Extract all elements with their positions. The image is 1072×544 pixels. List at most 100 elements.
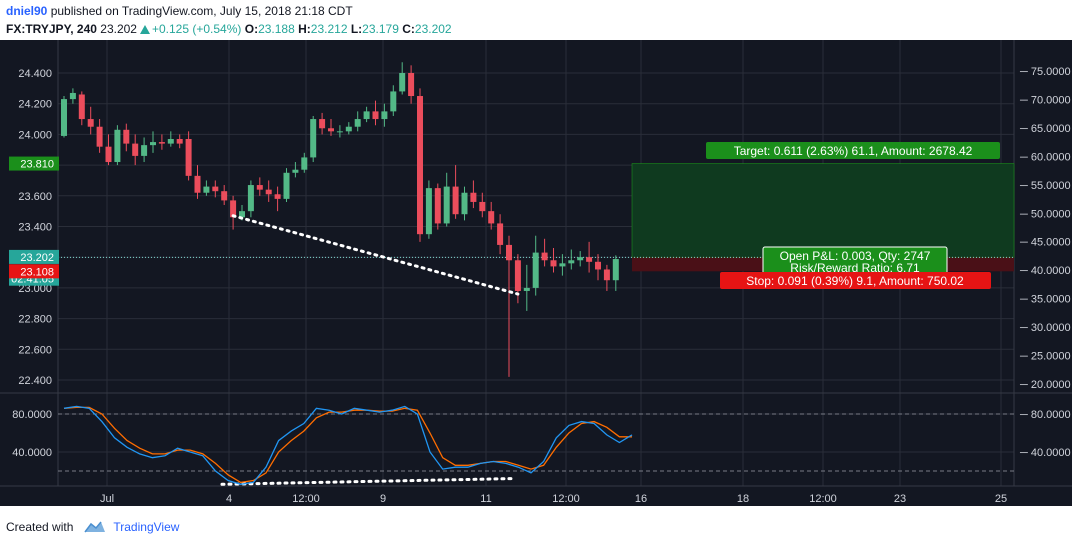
low-value: 23.179 <box>362 22 399 36</box>
candle <box>158 142 165 144</box>
candle <box>283 172 290 199</box>
candle <box>497 223 504 245</box>
right-tick-label: ─ 60.0000 <box>1019 151 1071 163</box>
candle <box>595 261 601 270</box>
high-value: 23.212 <box>310 22 348 36</box>
open-label: O: <box>244 22 259 36</box>
candle <box>399 73 406 92</box>
pnl-label[interactable]: Open P&L: 0.003, Qty: 2747 <box>780 249 931 263</box>
candle <box>87 119 94 127</box>
time-tick-label: 11 <box>480 493 491 505</box>
price-badge-label: 23.108 <box>20 266 54 278</box>
candle <box>265 189 272 195</box>
right-tick-label: ─ 40.0000 <box>1019 265 1071 277</box>
up-arrow-icon <box>139 25 150 34</box>
candle <box>150 142 156 146</box>
candle <box>203 186 210 193</box>
close-label: C: <box>402 22 415 36</box>
candle <box>541 252 548 261</box>
right-tick-label: ─ 55.0000 <box>1019 180 1071 192</box>
stochastic-oscillator <box>58 405 1014 485</box>
candle <box>523 287 530 291</box>
candle <box>408 73 415 97</box>
candle <box>345 126 352 132</box>
right-tick-label: ─ 20.0000 <box>1019 379 1071 391</box>
candle <box>292 169 299 173</box>
osc-divergence-line[interactable] <box>220 477 514 486</box>
candle <box>479 201 486 212</box>
candle <box>185 139 192 176</box>
osc-tick-label-right: ─ 40.0000 <box>1019 447 1071 459</box>
candle <box>506 244 512 261</box>
publish-info: dniel90 published on TradingView.com, Ju… <box>6 4 353 20</box>
time-tick-label: 23 <box>894 493 906 505</box>
candle <box>568 260 575 264</box>
stop-label-bg[interactable] <box>720 272 991 289</box>
candle <box>363 111 370 120</box>
candle <box>452 186 459 215</box>
publish-text: published on TradingView.com, July 15, 2… <box>50 4 353 18</box>
target-label[interactable]: Target: 0.611 (2.63%) 61.1, Amount: 2678… <box>734 144 973 158</box>
price-tick-label: 22.800 <box>18 314 52 326</box>
candle <box>443 186 450 224</box>
price-divergence-line[interactable] <box>231 214 520 296</box>
right-tick-label: ─ 25.0000 <box>1019 351 1071 363</box>
price-badge <box>9 249 59 264</box>
candle <box>603 269 610 281</box>
candle <box>532 252 539 288</box>
osc-tick-label: 40.0000 <box>12 447 52 459</box>
tradingview-logo-icon[interactable] <box>83 520 107 534</box>
high-label: H: <box>298 22 311 36</box>
symbol-name[interactable]: FX:TRYJPY, 240 <box>6 22 97 36</box>
candle <box>114 129 121 163</box>
candle <box>550 260 557 267</box>
time-tick-label: 12:00 <box>292 493 320 505</box>
osc-tick-label: 80.0000 <box>12 409 52 421</box>
candle <box>612 259 619 281</box>
position-zones[interactable] <box>58 163 1015 272</box>
risk-reward-label[interactable]: Risk/Reward Ratio: 6.71 <box>790 261 920 275</box>
candle <box>425 188 432 235</box>
time-tick-label: 12:00 <box>552 493 580 505</box>
price-tick-label: 24.400 <box>18 68 52 80</box>
candle <box>417 96 423 235</box>
stop-label[interactable]: Stop: 0.091 (0.39%) 9.1, Amount: 750.02 <box>746 274 964 288</box>
close-value: 23.202 <box>414 22 452 36</box>
candle <box>176 139 183 144</box>
candle <box>586 257 593 262</box>
author-link[interactable]: dniel90 <box>6 4 48 18</box>
open-value: 23.188 <box>258 22 295 36</box>
stoch-k-line <box>63 405 633 485</box>
chart-canvas[interactable]: 24.40024.20024.00023.80023.60023.40023.2… <box>0 40 1072 506</box>
candle <box>105 146 112 163</box>
candle <box>310 119 317 158</box>
candle <box>96 126 103 147</box>
right-tick-label: ─ 30.0000 <box>1019 322 1071 334</box>
target-zone[interactable] <box>631 163 1015 258</box>
price-tick-label: 23.000 <box>18 283 52 295</box>
created-with-text: Created with <box>6 520 74 534</box>
candle <box>239 211 245 218</box>
candle <box>194 175 201 193</box>
price-badge-label: 23.202 <box>20 252 54 264</box>
trend-lines[interactable] <box>220 214 520 486</box>
candle <box>167 139 174 144</box>
candle <box>559 263 566 267</box>
candle <box>69 92 76 100</box>
target-label-bg[interactable] <box>706 142 1000 159</box>
candle <box>470 192 477 202</box>
right-tick-label: ─ 70.0000 <box>1019 94 1071 106</box>
candle <box>372 111 379 120</box>
low-label: L: <box>350 22 363 36</box>
time-tick-label: 9 <box>380 493 386 505</box>
right-tick-label: ─ 35.0000 <box>1019 294 1071 306</box>
footer: Created with TradingView <box>6 518 179 536</box>
price-tick-label: 22.400 <box>18 375 52 387</box>
chart-area[interactable]: 24.40024.20024.00023.80023.60023.40023.2… <box>0 40 1072 506</box>
candle <box>247 185 254 212</box>
tradingview-link[interactable]: TradingView <box>113 520 180 534</box>
candle <box>577 257 584 261</box>
position-labels[interactable]: Target: 0.611 (2.63%) 61.1, Amount: 2678… <box>706 142 1000 289</box>
price-badge <box>9 156 59 171</box>
price-tick-label: 23.600 <box>18 191 52 203</box>
